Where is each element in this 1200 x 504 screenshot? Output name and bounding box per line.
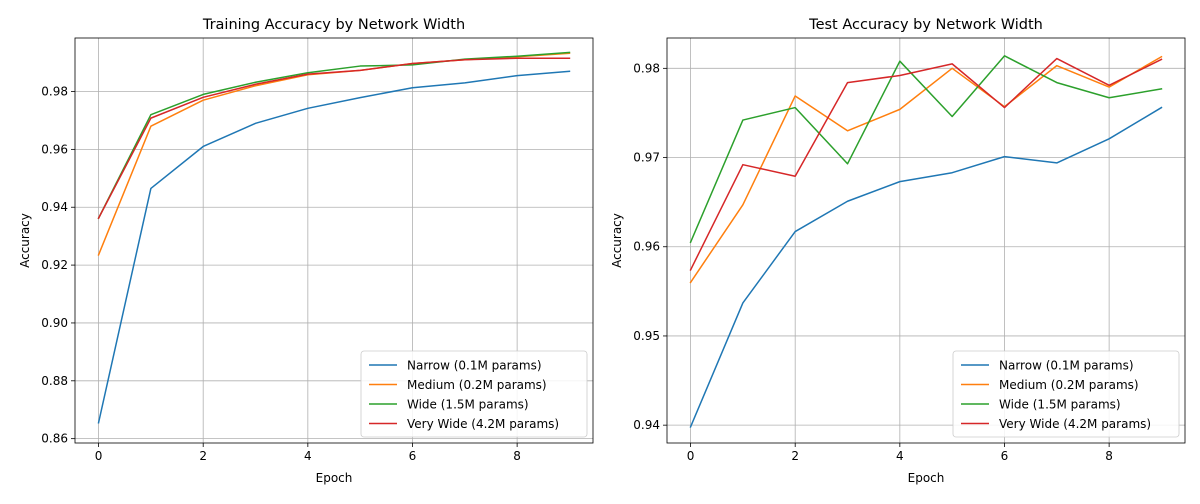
train-x-tick-label-1: 2 bbox=[199, 449, 207, 463]
train-legend: Narrow (0.1M params) Medium (0.2M params)… bbox=[360, 350, 588, 438]
train-series-lines bbox=[97, 51, 571, 424]
train-y-tick-label-0: 0.86 bbox=[41, 432, 68, 446]
test-x-tick-label-4: 8 bbox=[1105, 449, 1113, 463]
train-y-tick-label-5: 0.96 bbox=[41, 142, 68, 156]
train-legend-label-2: Wide (1.5M params) bbox=[407, 398, 529, 412]
test-chart-title: Test Accuracy by Network Width bbox=[808, 17, 1043, 33]
test-legend-label-0: Narrow (0.1M params) bbox=[999, 359, 1134, 373]
test-y-axis-label: Accuracy bbox=[610, 213, 624, 268]
train-y-tick-label-6: 0.98 bbox=[41, 85, 68, 99]
train-y-tick-label-4: 0.94 bbox=[41, 200, 68, 214]
train-legend-box bbox=[360, 350, 588, 438]
train-legend-label-0: Narrow (0.1M params) bbox=[407, 359, 542, 373]
test-series-line-2 bbox=[689, 55, 1163, 244]
train-x-axis-label: Epoch bbox=[316, 471, 353, 485]
train-legend-label-3: Very Wide (4.2M params) bbox=[407, 417, 559, 431]
test-axes-frame bbox=[666, 37, 1186, 444]
test-legend-label-2: Wide (1.5M params) bbox=[999, 398, 1121, 412]
test-legend: Narrow (0.1M params) Medium (0.2M params)… bbox=[952, 350, 1180, 438]
train-x-tick-label-2: 4 bbox=[304, 449, 312, 463]
test-x-axis-label: Epoch bbox=[908, 471, 945, 485]
train-series-line-1 bbox=[97, 52, 571, 256]
train-chart: 0 2 4 6 8 0.86 0.88 0.90 0.92 0.94 0.96 0.98 Trainin… bbox=[18, 17, 594, 485]
train-series-line-3 bbox=[97, 57, 571, 220]
test-y-tick-label-2: 0.96 bbox=[633, 240, 660, 254]
test-y-tick-label-0: 0.94 bbox=[633, 418, 660, 432]
train-x-tick-label-3: 6 bbox=[409, 449, 417, 463]
train-chart-title: Training Accuracy by Network Width bbox=[202, 17, 465, 33]
train-x-tick-label-0: 0 bbox=[95, 449, 103, 463]
test-x-tick-label-0: 0 bbox=[687, 449, 695, 463]
train-y-tick-label-1: 0.88 bbox=[41, 374, 68, 388]
train-legend-label-1: Medium (0.2M params) bbox=[407, 378, 547, 392]
test-x-tick-label-3: 6 bbox=[1001, 449, 1009, 463]
test-series-line-1 bbox=[689, 55, 1163, 284]
train-y-axis-label: Accuracy bbox=[18, 213, 32, 268]
train-y-tick-label-2: 0.90 bbox=[41, 316, 68, 330]
train-series-line-2 bbox=[97, 51, 571, 220]
train-y-tick-label-3: 0.92 bbox=[41, 258, 68, 272]
test-legend-box bbox=[952, 350, 1180, 438]
test-legend-label-1: Medium (0.2M params) bbox=[999, 378, 1139, 392]
test-y-tick-label-1: 0.95 bbox=[633, 329, 660, 343]
test-legend-label-3: Very Wide (4.2M params) bbox=[999, 417, 1151, 431]
test-x-tick-label-1: 2 bbox=[791, 449, 799, 463]
train-grid bbox=[75, 38, 593, 443]
train-axes-frame bbox=[74, 37, 594, 444]
test-series-lines bbox=[689, 55, 1163, 428]
test-y-tick-label-3: 0.97 bbox=[633, 151, 660, 165]
test-chart: 0 2 4 6 8 0.94 0.95 0.96 0.97 0.98 Test Accuracy b… bbox=[610, 17, 1186, 485]
train-x-tick-label-4: 8 bbox=[513, 449, 521, 463]
train-series-line-0 bbox=[97, 70, 571, 424]
test-y-tick-label-4: 0.98 bbox=[633, 61, 660, 75]
test-series-line-0 bbox=[689, 106, 1163, 428]
test-x-tick-label-2: 4 bbox=[896, 449, 904, 463]
test-series-line-3 bbox=[689, 57, 1163, 271]
